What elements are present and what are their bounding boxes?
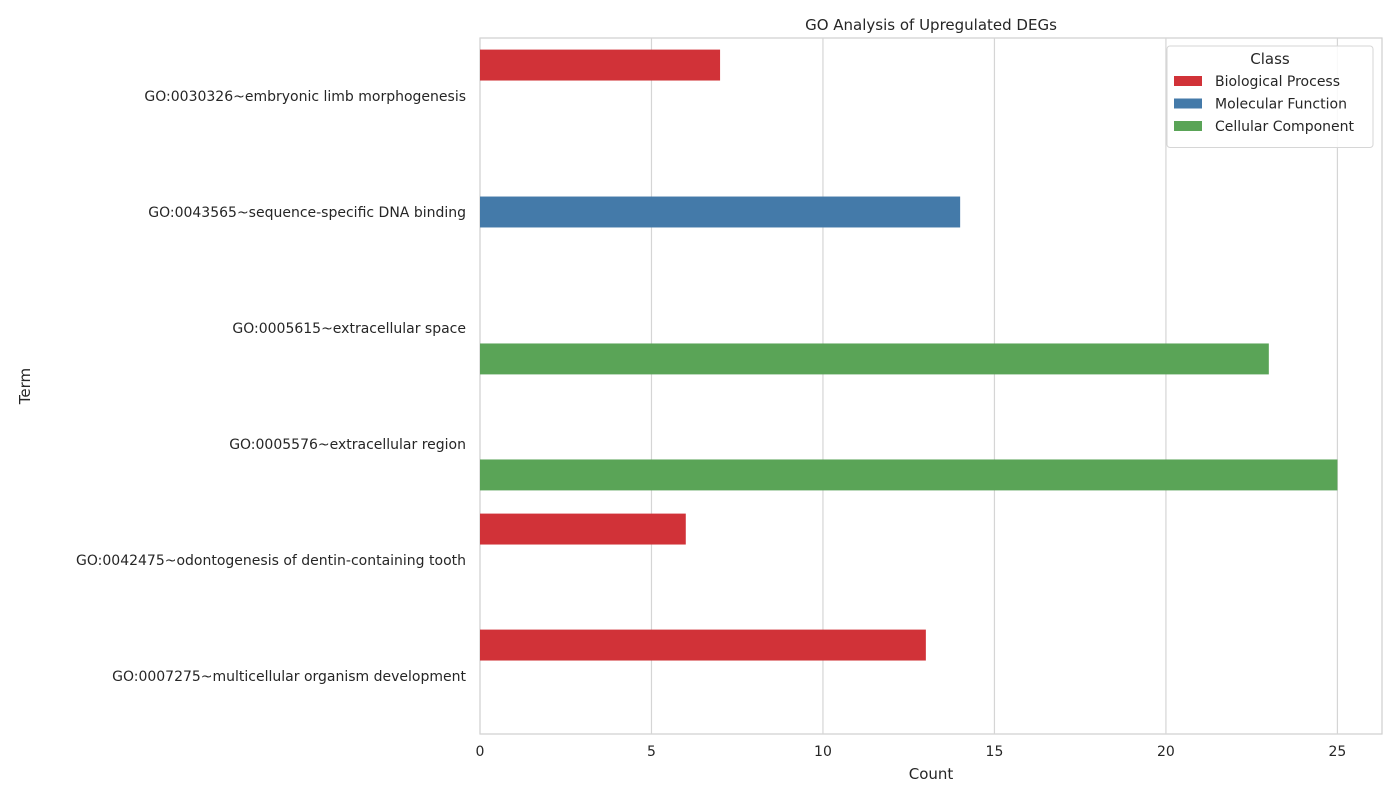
legend-swatch [1174, 121, 1202, 131]
x-axis-ticks: 0 5 10 15 20 25 [476, 744, 1347, 760]
legend-label: Molecular Function [1215, 97, 1347, 113]
legend-label: Biological Process [1215, 74, 1340, 90]
x-tick-label: 25 [1329, 744, 1347, 760]
bar [480, 343, 1269, 375]
legend-swatch [1174, 98, 1202, 109]
legend-swatch [1174, 76, 1202, 86]
bar [480, 513, 686, 545]
x-tick-label: 20 [1157, 744, 1175, 760]
y-tick-label: GO:0007275~multicellular organism develo… [112, 669, 466, 685]
bar [480, 49, 721, 81]
bar [480, 459, 1338, 491]
y-tick-label: GO:0005576~extracellular region [229, 437, 466, 453]
x-axis-title: Count [909, 765, 954, 783]
y-tick-label: GO:0005615~extracellular space [232, 321, 466, 337]
y-tick-label: GO:0042475~odontogenesis of dentin-conta… [76, 553, 466, 569]
gridlines [479, 38, 1339, 734]
y-tick-label: GO:0030326~embryonic limb morphogenesis [144, 89, 466, 105]
legend-items: Biological Process Molecular Function Cell… [1174, 74, 1355, 135]
y-axis-title: Term [16, 368, 34, 405]
x-tick-label: 10 [814, 744, 832, 760]
x-tick-label: 0 [476, 744, 485, 760]
bar [480, 629, 926, 661]
legend-title: Class [1250, 50, 1290, 68]
legend-box [1166, 45, 1374, 148]
legend: Class Biological Process Molecular Functi… [1166, 45, 1374, 148]
x-tick-label: 15 [986, 744, 1004, 760]
y-tick-label: GO:0043565~sequence-specific DNA binding [148, 205, 466, 221]
bar [480, 196, 961, 228]
legend-label: Cellular Component [1215, 119, 1355, 135]
bars [480, 49, 1338, 661]
x-tick-label: 5 [647, 744, 656, 760]
y-axis-ticks: GO:0030326~embryonic limb morphogenesis G… [76, 89, 466, 685]
plot-area [479, 37, 1383, 735]
chart-title: GO Analysis of Upregulated DEGs [805, 16, 1057, 34]
